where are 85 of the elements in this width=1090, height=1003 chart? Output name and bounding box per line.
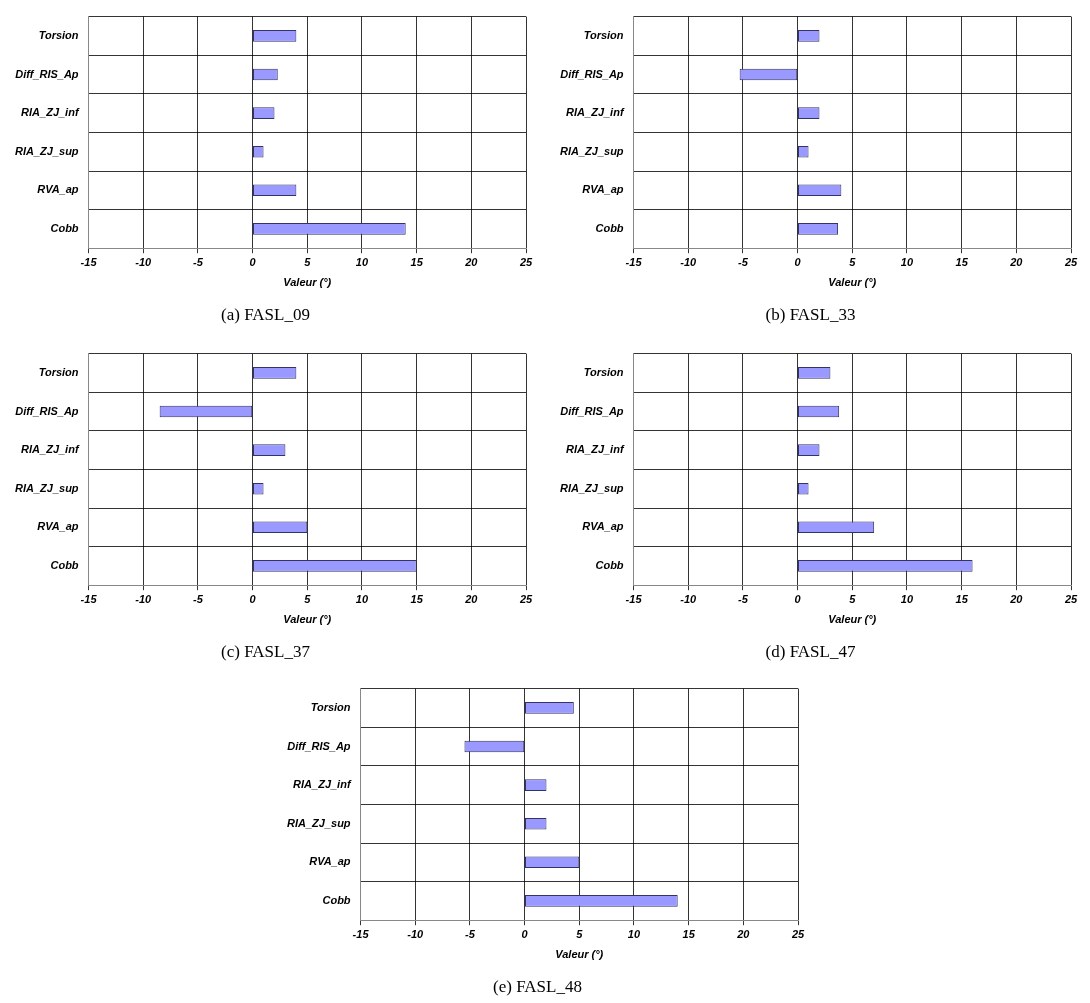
y-tick-label: Cobb xyxy=(50,221,79,234)
y-tick-label: Cobb xyxy=(50,558,79,571)
y-tick-label: Torsion xyxy=(310,700,351,713)
x-tick-label: -5 xyxy=(465,927,476,940)
x-tick-label: 10 xyxy=(900,592,914,605)
x-tick-label: 0 xyxy=(249,592,257,605)
x-tick-label: 10 xyxy=(355,592,369,605)
text: (c) FASL_37 xyxy=(221,642,311,662)
x-tick-label: 25 xyxy=(1063,592,1078,605)
x-tick-label: 10 xyxy=(627,927,641,940)
x-tick-label: 25 xyxy=(518,255,533,268)
y-tick-label: Torsion xyxy=(583,365,624,378)
x-tick-label: 15 xyxy=(955,592,969,605)
x-tick-label: 15 xyxy=(410,255,424,268)
x-tick-label: 20 xyxy=(464,255,479,268)
y-tick-label: Cobb xyxy=(595,558,624,571)
x-tick-label: 5 xyxy=(304,592,312,605)
y-tick-label: RVA_ap xyxy=(37,183,79,196)
y-tick-label: Diff_RIS_Ap xyxy=(287,739,351,752)
x-tick-label: 5 xyxy=(576,927,584,940)
y-tick-label: RIA_ZJ_sup xyxy=(559,144,624,157)
y-tick-label: RIA_ZJ_sup xyxy=(286,816,351,829)
y-tick-label: Diff_RIS_Ap xyxy=(560,67,624,80)
text: (e) FASL_48 xyxy=(493,977,582,997)
x-tick-label: -15 xyxy=(80,592,98,605)
y-tick-label: Diff_RIS_Ap xyxy=(15,67,79,80)
x-tick-label: 25 xyxy=(1063,255,1078,268)
x-tick-label: 5 xyxy=(849,255,857,268)
y-tick-label: RIA_ZJ_inf xyxy=(566,106,625,119)
y-tick-label: Cobb xyxy=(595,221,624,234)
y-tick-label: Torsion xyxy=(583,28,624,41)
x-axis-title: Valeur (°) xyxy=(283,276,332,289)
y-tick-label: Cobb xyxy=(322,893,351,906)
x-tick-label: -5 xyxy=(738,255,749,268)
text: (b) FASL_33 xyxy=(765,305,856,325)
x-tick-label: 10 xyxy=(355,255,369,268)
x-axis-title: Valeur (°) xyxy=(283,613,332,626)
x-tick-label: 25 xyxy=(790,927,805,940)
x-axis-title: Valeur (°) xyxy=(828,613,877,626)
x-tick-label: -10 xyxy=(680,592,698,605)
x-tick-label: 0 xyxy=(794,592,802,605)
x-tick-label: -15 xyxy=(625,255,643,268)
x-tick-label: 25 xyxy=(518,592,533,605)
y-tick-label: RIA_ZJ_inf xyxy=(21,106,80,119)
text: (d) FASL_47 xyxy=(765,642,856,662)
x-tick-label: -15 xyxy=(352,927,370,940)
y-tick-label: RIA_ZJ_sup xyxy=(559,481,624,494)
x-tick-label: -5 xyxy=(193,255,204,268)
x-tick-label: -10 xyxy=(135,592,153,605)
x-tick-label: 0 xyxy=(521,927,529,940)
x-tick-label: 20 xyxy=(1009,592,1024,605)
x-tick-label: -5 xyxy=(193,592,204,605)
x-tick-label: 0 xyxy=(249,255,257,268)
x-tick-label: 15 xyxy=(955,255,969,268)
x-tick-label: 20 xyxy=(736,927,751,940)
y-tick-label: RVA_ap xyxy=(582,520,624,533)
x-tick-label: 10 xyxy=(900,255,914,268)
x-tick-label: 15 xyxy=(682,927,696,940)
x-tick-label: 0 xyxy=(794,255,802,268)
y-tick-label: RVA_ap xyxy=(309,855,351,868)
y-tick-label: Torsion xyxy=(38,365,79,378)
y-tick-label: Diff_RIS_Ap xyxy=(15,404,79,417)
y-tick-label: RVA_ap xyxy=(582,183,624,196)
text: (a) FASL_09 xyxy=(221,305,310,325)
y-tick-label: Torsion xyxy=(38,28,79,41)
x-tick-label: -10 xyxy=(680,255,698,268)
x-tick-label: 15 xyxy=(410,592,424,605)
x-tick-label: 20 xyxy=(464,592,479,605)
x-tick-label: 5 xyxy=(849,592,857,605)
y-tick-label: RVA_ap xyxy=(37,520,79,533)
x-tick-label: -10 xyxy=(135,255,153,268)
x-tick-label: -10 xyxy=(407,927,425,940)
y-tick-label: RIA_ZJ_inf xyxy=(21,443,80,456)
y-tick-label: RIA_ZJ_sup xyxy=(14,144,79,157)
y-tick-label: Diff_RIS_Ap xyxy=(560,404,624,417)
x-tick-label: 5 xyxy=(304,255,312,268)
x-tick-label: -15 xyxy=(625,592,643,605)
x-axis-title: Valeur (°) xyxy=(828,276,877,289)
y-tick-label: RIA_ZJ_inf xyxy=(293,778,352,791)
x-axis-title: Valeur (°) xyxy=(555,948,604,961)
y-tick-label: RIA_ZJ_sup xyxy=(14,481,79,494)
x-tick-label: -5 xyxy=(738,592,749,605)
x-tick-label: -15 xyxy=(80,255,98,268)
y-tick-label: RIA_ZJ_inf xyxy=(566,443,625,456)
x-tick-label: 20 xyxy=(1009,255,1024,268)
